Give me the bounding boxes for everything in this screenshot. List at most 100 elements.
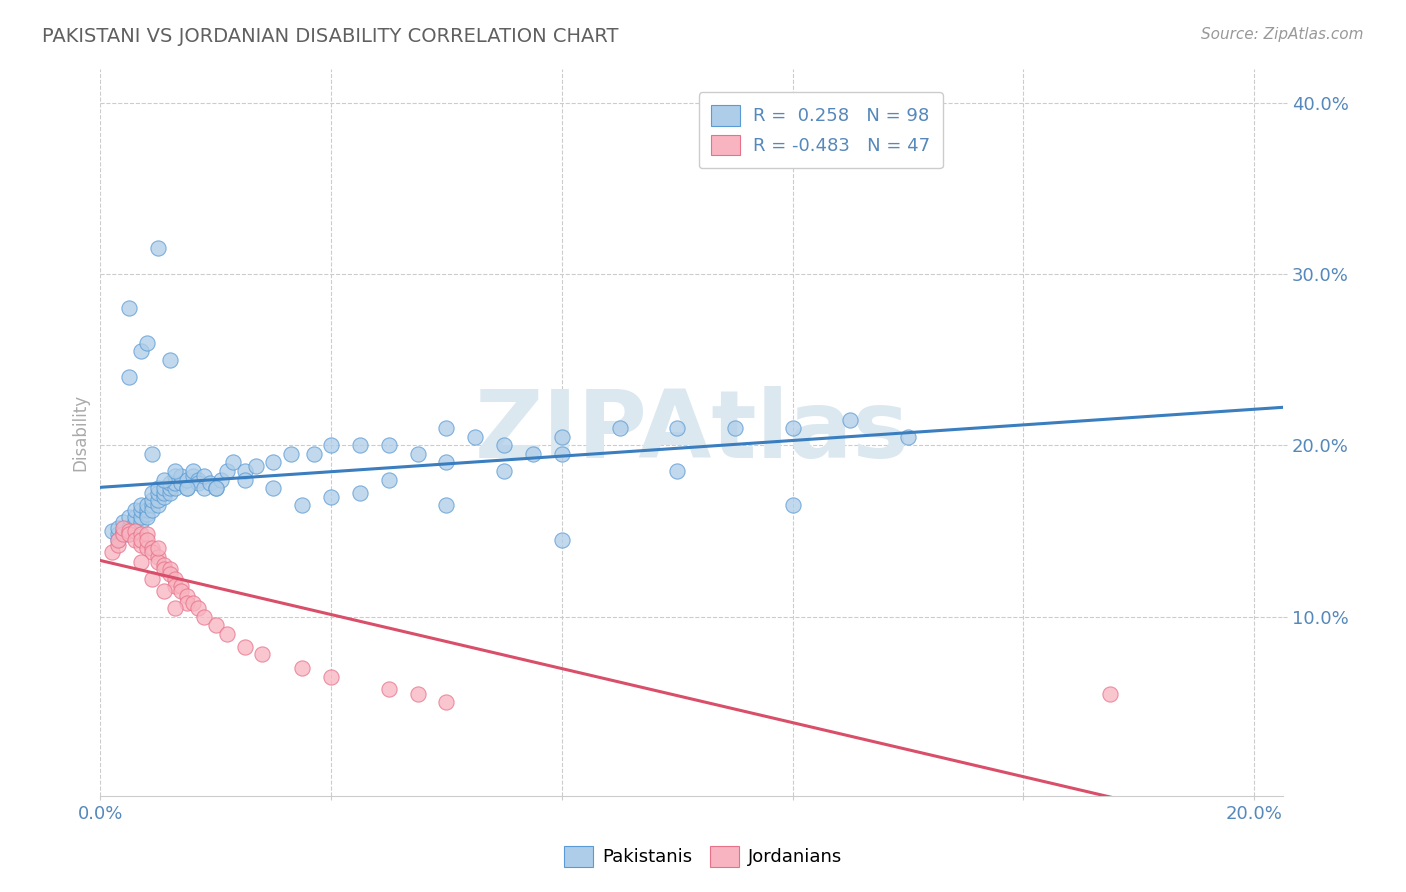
Point bbox=[165, 579, 187, 593]
Point bbox=[107, 533, 129, 547]
Point bbox=[153, 486, 176, 500]
Point bbox=[107, 527, 129, 541]
Point bbox=[193, 481, 215, 495]
Point bbox=[181, 469, 204, 483]
Point bbox=[170, 475, 193, 490]
Point bbox=[165, 475, 187, 490]
Point bbox=[146, 486, 169, 500]
Point bbox=[319, 490, 342, 504]
Point bbox=[436, 421, 458, 435]
Point bbox=[187, 601, 209, 615]
Point bbox=[193, 469, 215, 483]
Point bbox=[112, 520, 135, 534]
Point bbox=[378, 438, 401, 452]
Point bbox=[233, 640, 256, 655]
Point bbox=[897, 430, 920, 444]
Point bbox=[146, 555, 169, 569]
Point bbox=[118, 510, 141, 524]
Point bbox=[129, 503, 152, 517]
Point bbox=[159, 562, 181, 576]
Point bbox=[141, 541, 163, 555]
Legend: R =  0.258   N = 98, R = -0.483   N = 47: R = 0.258 N = 98, R = -0.483 N = 47 bbox=[699, 92, 943, 168]
Point bbox=[135, 541, 157, 555]
Point bbox=[1098, 687, 1121, 701]
Point bbox=[101, 524, 124, 538]
Point bbox=[112, 527, 135, 541]
Point bbox=[153, 558, 176, 573]
Point bbox=[551, 447, 574, 461]
Point bbox=[181, 596, 204, 610]
Point bbox=[176, 596, 198, 610]
Point bbox=[141, 498, 163, 512]
Point bbox=[233, 464, 256, 478]
Point bbox=[187, 475, 209, 490]
Point bbox=[280, 447, 302, 461]
Point bbox=[146, 241, 169, 255]
Point bbox=[406, 447, 429, 461]
Point bbox=[436, 498, 458, 512]
Point bbox=[222, 455, 245, 469]
Point bbox=[112, 527, 135, 541]
Point bbox=[291, 661, 314, 675]
Point bbox=[176, 481, 198, 495]
Point bbox=[141, 447, 163, 461]
Point bbox=[146, 498, 169, 512]
Point bbox=[107, 520, 129, 534]
Point bbox=[153, 583, 176, 598]
Point bbox=[782, 498, 804, 512]
Point bbox=[211, 473, 233, 487]
Point bbox=[666, 464, 689, 478]
Point bbox=[135, 527, 157, 541]
Point bbox=[436, 455, 458, 469]
Point bbox=[153, 481, 176, 495]
Point bbox=[101, 544, 124, 558]
Point bbox=[112, 524, 135, 538]
Point bbox=[406, 687, 429, 701]
Point bbox=[135, 510, 157, 524]
Point bbox=[153, 473, 176, 487]
Point bbox=[146, 493, 169, 508]
Y-axis label: Disability: Disability bbox=[72, 394, 89, 471]
Point bbox=[204, 481, 226, 495]
Point bbox=[291, 498, 314, 512]
Point bbox=[118, 301, 141, 316]
Point bbox=[319, 438, 342, 452]
Point bbox=[129, 498, 152, 512]
Point bbox=[165, 469, 187, 483]
Text: ZIPAtlas: ZIPAtlas bbox=[474, 386, 910, 478]
Point bbox=[782, 421, 804, 435]
Point bbox=[464, 430, 486, 444]
Point bbox=[724, 421, 747, 435]
Point bbox=[436, 695, 458, 709]
Point bbox=[129, 555, 152, 569]
Point bbox=[187, 473, 209, 487]
Point bbox=[159, 481, 181, 495]
Point bbox=[378, 473, 401, 487]
Point bbox=[609, 421, 631, 435]
Point bbox=[302, 447, 325, 461]
Text: PAKISTANI VS JORDANIAN DISABILITY CORRELATION CHART: PAKISTANI VS JORDANIAN DISABILITY CORREL… bbox=[42, 27, 619, 45]
Point bbox=[159, 352, 181, 367]
Point bbox=[170, 583, 193, 598]
Point bbox=[349, 486, 371, 500]
Point bbox=[135, 498, 157, 512]
Point bbox=[176, 481, 198, 495]
Legend: Pakistanis, Jordanians: Pakistanis, Jordanians bbox=[557, 838, 849, 874]
Point bbox=[217, 464, 239, 478]
Point bbox=[319, 669, 342, 683]
Point bbox=[141, 493, 163, 508]
Point bbox=[204, 618, 226, 632]
Point bbox=[118, 527, 141, 541]
Point bbox=[124, 524, 146, 538]
Point bbox=[124, 524, 146, 538]
Point bbox=[153, 562, 176, 576]
Point bbox=[494, 464, 516, 478]
Point bbox=[170, 579, 193, 593]
Point bbox=[118, 527, 141, 541]
Point bbox=[141, 503, 163, 517]
Point bbox=[159, 475, 181, 490]
Point bbox=[129, 516, 152, 530]
Point bbox=[522, 447, 544, 461]
Point bbox=[141, 544, 163, 558]
Point bbox=[153, 490, 176, 504]
